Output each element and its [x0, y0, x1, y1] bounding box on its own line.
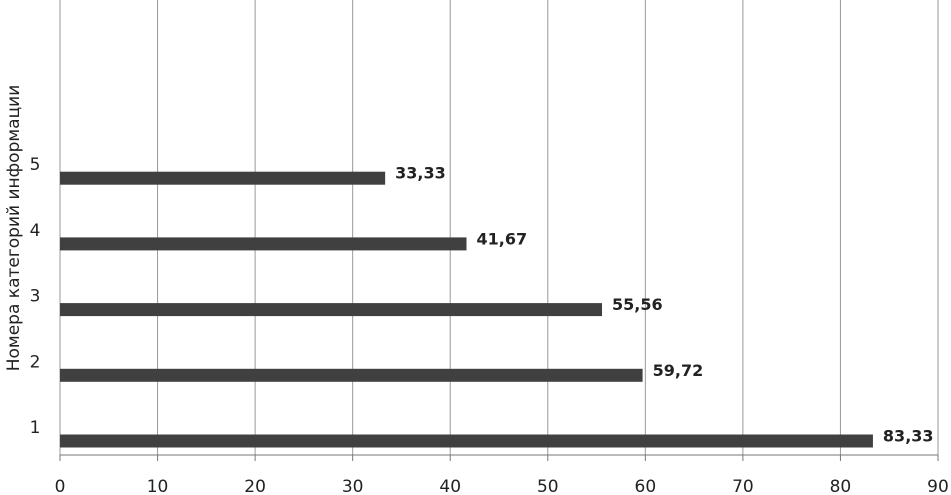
y-tick-label: 2 [30, 352, 41, 372]
y-tick-label: 4 [30, 221, 41, 241]
bar [60, 171, 386, 185]
x-tick-label: 10 [147, 477, 169, 495]
value-label: 41,67 [477, 229, 528, 248]
y-axis-title: Номера категорий информации [4, 85, 24, 372]
x-tick-label: 60 [635, 477, 657, 495]
y-tick-label: 5 [30, 155, 41, 175]
x-tick-label: 50 [537, 477, 559, 495]
value-label: 59,72 [653, 361, 704, 380]
x-tick-label: 0 [55, 477, 66, 495]
bar [60, 237, 467, 251]
y-tick-label: 1 [30, 418, 41, 438]
bar [60, 368, 643, 382]
x-tick-label: 70 [732, 477, 754, 495]
x-tick-label: 90 [927, 477, 949, 495]
x-tick-label: 30 [342, 477, 364, 495]
x-tick-label: 80 [830, 477, 852, 495]
value-label: 33,33 [395, 164, 446, 183]
bar [60, 303, 603, 317]
x-tick-label: 20 [244, 477, 266, 495]
value-label: 83,33 [883, 427, 934, 446]
y-tick-label: 3 [30, 287, 41, 307]
value-label: 55,56 [612, 295, 663, 314]
bar [60, 434, 873, 448]
x-tick-label: 40 [439, 477, 461, 495]
